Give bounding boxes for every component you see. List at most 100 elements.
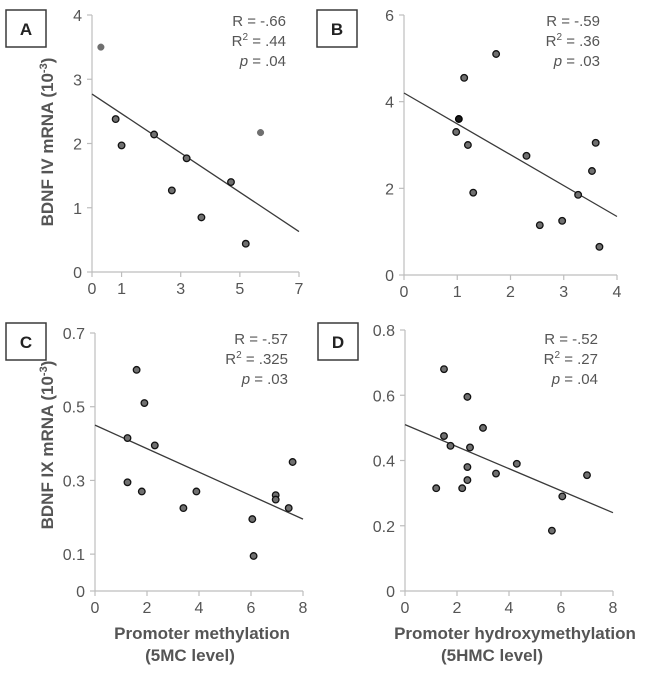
data-point bbox=[241, 239, 250, 248]
x-axis-label-right-line1: Promoter hydroxymethylation bbox=[394, 624, 636, 643]
x-tick-label: 4 bbox=[505, 600, 514, 617]
panel-label: C bbox=[20, 333, 32, 352]
stat-p: p = .03 bbox=[553, 53, 600, 70]
stat-p: p = .03 bbox=[241, 371, 288, 388]
data-point bbox=[492, 50, 501, 58]
stat-p: p = .04 bbox=[551, 371, 598, 388]
data-point bbox=[460, 73, 469, 82]
data-point bbox=[227, 178, 235, 186]
x-tick-label: 2 bbox=[143, 600, 152, 617]
x-tick-label: 0 bbox=[401, 600, 410, 617]
panel-label-box bbox=[5, 9, 47, 48]
panel-label-box bbox=[316, 9, 358, 48]
regression-line bbox=[91, 93, 300, 233]
stat-r: R = -.52 bbox=[544, 331, 598, 348]
data-point bbox=[288, 458, 297, 466]
y-tick-label: 6 bbox=[385, 8, 394, 25]
x-tick-label: 6 bbox=[557, 600, 566, 617]
x-tick-label: 0 bbox=[400, 284, 409, 301]
y-tick-label: 0 bbox=[76, 584, 85, 601]
data-point bbox=[558, 492, 567, 501]
data-point bbox=[123, 478, 132, 487]
y-tick-label: 0.8 bbox=[373, 323, 395, 340]
y-tick-label: 0.2 bbox=[373, 519, 395, 536]
y-tick-label: 0 bbox=[385, 268, 394, 285]
data-point bbox=[558, 216, 567, 225]
data-point bbox=[588, 167, 596, 175]
data-point bbox=[182, 154, 191, 163]
y-tick-label: 2 bbox=[385, 181, 394, 198]
data-point bbox=[248, 515, 257, 524]
data-point bbox=[469, 188, 478, 197]
data-point bbox=[522, 151, 531, 160]
x-tick-label: 6 bbox=[247, 600, 256, 617]
data-point bbox=[150, 130, 159, 139]
data-point bbox=[574, 190, 583, 199]
y-tick-label: 0.1 bbox=[63, 547, 85, 564]
panel-B: 0 2 4 6 0 1 2 3 4 B R = -.59 R2 = .36 p = .03 bbox=[316, 8, 622, 301]
y-tick-label: 3 bbox=[73, 72, 82, 89]
x-tick-label: 7 bbox=[295, 281, 304, 298]
x-tick-label: 0 bbox=[88, 281, 97, 298]
y-tick-label: 4 bbox=[73, 8, 82, 25]
regression-line bbox=[404, 424, 614, 514]
data-point bbox=[167, 186, 176, 195]
stat-r: R = -.57 bbox=[234, 331, 288, 348]
y-tick-label: 0.3 bbox=[63, 473, 85, 490]
y-tick-label: 0.4 bbox=[373, 454, 395, 471]
x-tick-label: 5 bbox=[235, 281, 244, 298]
data-point bbox=[132, 365, 141, 374]
panel-label: D bbox=[332, 333, 344, 352]
panel-label-box bbox=[317, 322, 359, 361]
x-tick-label: 1 bbox=[117, 281, 126, 298]
panel-C: 0 0.1 0.3 0.5 0.7 0 2 4 6 8 C R = -.57 R2 = .325 p = … bbox=[5, 322, 308, 617]
x-tick-label: 8 bbox=[299, 600, 308, 617]
x-tick-label: 2 bbox=[453, 600, 462, 617]
x-tick-label: 4 bbox=[613, 284, 622, 301]
stat-r2: R2 = .36 bbox=[546, 32, 600, 50]
data-point bbox=[463, 463, 472, 471]
y-tick-label: 2 bbox=[73, 137, 82, 154]
data-point bbox=[137, 487, 146, 496]
x-axis-label-left-line2: (5MC level) bbox=[145, 646, 235, 665]
x-tick-label: 3 bbox=[559, 284, 568, 301]
y-tick-label: 0.7 bbox=[63, 326, 85, 343]
data-point bbox=[284, 504, 293, 513]
data-point bbox=[547, 526, 556, 535]
y-tick-label: 1 bbox=[73, 201, 82, 218]
data-point bbox=[440, 432, 448, 440]
panel-A: 0 1 2 3 4 0 1 3 5 7 A R = -.66 R2 = .44 p = .04 bbox=[5, 8, 304, 298]
data-point bbox=[479, 423, 487, 432]
data-point bbox=[179, 504, 188, 513]
panel-label: A bbox=[20, 20, 32, 39]
stat-p: p = .04 bbox=[239, 53, 286, 70]
data-point bbox=[249, 552, 258, 560]
data-point bbox=[583, 471, 591, 480]
data-point bbox=[432, 484, 441, 493]
stat-r: R = -.66 bbox=[232, 13, 286, 30]
data-point bbox=[117, 141, 126, 150]
data-point bbox=[440, 365, 448, 374]
y-tick-label: 0.5 bbox=[63, 400, 85, 417]
data-point bbox=[535, 221, 544, 230]
x-tick-label: 1 bbox=[453, 284, 462, 301]
y-tick-label: 0 bbox=[386, 584, 395, 601]
x-axis-label-left-line1: Promoter methylation bbox=[114, 624, 290, 643]
data-point bbox=[197, 213, 206, 222]
data-point bbox=[595, 242, 604, 251]
data-point bbox=[97, 43, 105, 51]
x-tick-label: 0 bbox=[91, 600, 100, 617]
data-point bbox=[466, 443, 474, 452]
data-point bbox=[463, 476, 472, 485]
stat-r2: R2 = .325 bbox=[225, 350, 288, 368]
data-point bbox=[257, 129, 265, 137]
y-tick-label: 0.6 bbox=[373, 388, 395, 405]
y-axis-label-bottom: BDNF IX mRNA (10-3) bbox=[38, 361, 57, 530]
y-tick-label: 0 bbox=[73, 265, 82, 282]
stat-r2: R2 = .44 bbox=[232, 32, 286, 50]
data-point bbox=[591, 138, 600, 147]
y-axis-label-top: BDNF IV mRNA (10-3) bbox=[38, 58, 57, 227]
x-tick-label: 8 bbox=[609, 600, 618, 617]
x-axis-label-right-line2: (5HMC level) bbox=[441, 646, 543, 665]
